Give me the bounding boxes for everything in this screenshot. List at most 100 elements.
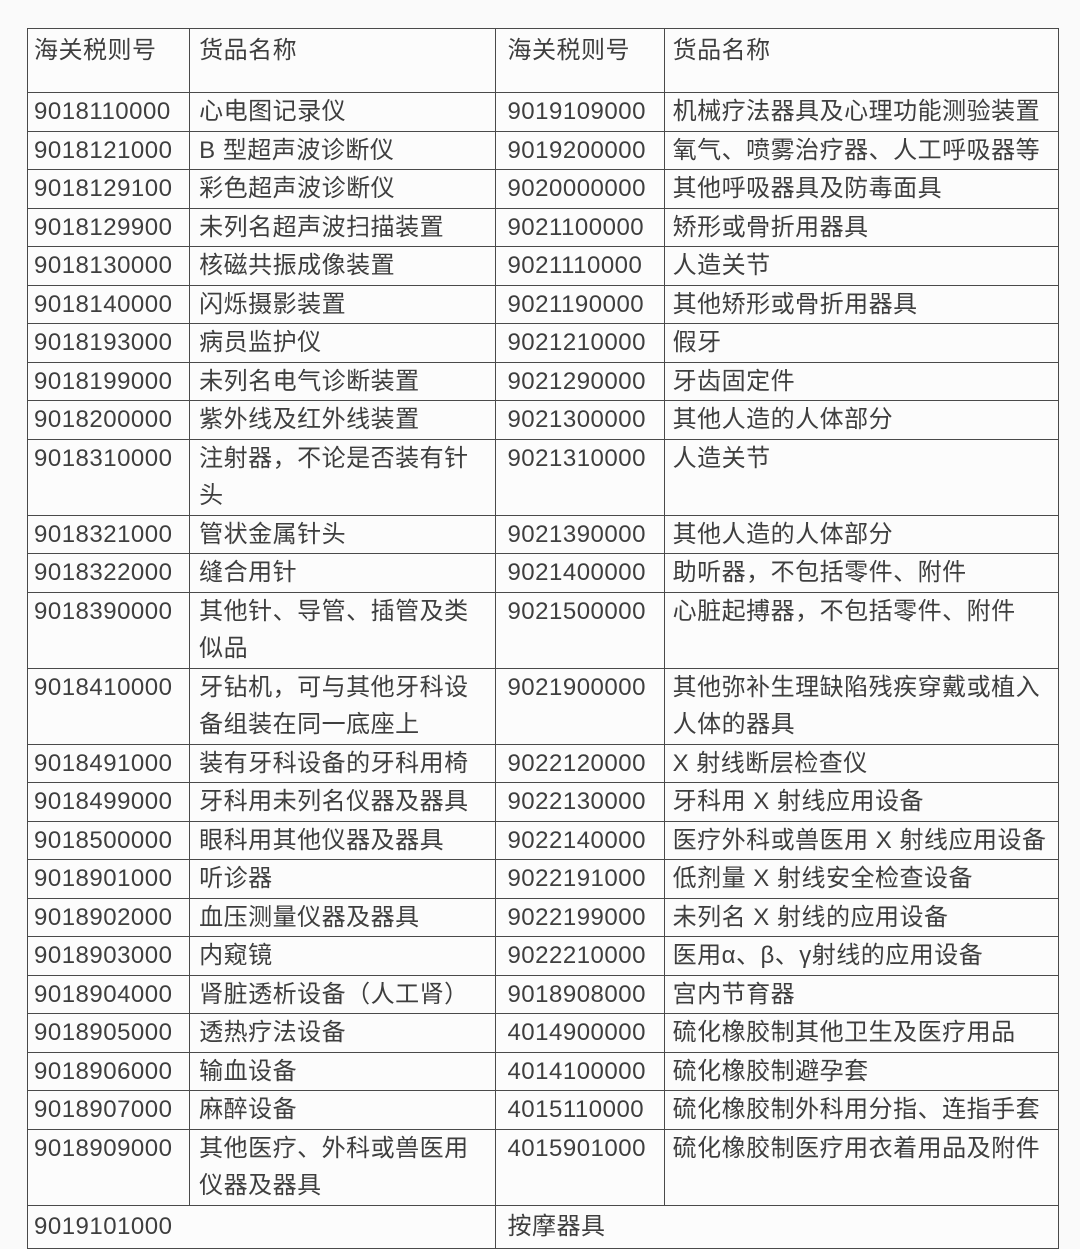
goods-name-cell: 硫化橡胶制医疗用衣着用品及附件: [663, 1128, 1060, 1206]
tariff-code-cell: 9018129100: [26, 169, 191, 209]
goods-name-cell: 注射器，不论是否装有针头: [189, 438, 497, 516]
table-row: 9018310000 注射器，不论是否装有针头 9021310000 人造关节: [26, 438, 1060, 516]
goods-name-cell: 硫化橡胶制避孕套: [663, 1051, 1060, 1091]
table-row: 9018110000 心电图记录仪 9019109000 机械疗法器具及心理功能…: [26, 92, 1060, 132]
goods-name-cell: 牙钻机，可与其他牙科设备组装在同一底座上: [189, 667, 497, 745]
tariff-code-cell: 9019101000: [26, 1204, 497, 1249]
tariff-code-cell: 9021210000: [495, 323, 665, 363]
column-header-goods-name-right: 货品名称: [663, 28, 1060, 93]
goods-name-cell: 未列名超声波扫描装置: [189, 207, 497, 247]
tariff-code-cell: 9018902000: [26, 897, 191, 937]
column-header-tariff-code-right: 海关税则号: [495, 28, 665, 93]
goods-name-cell: 内窥镜: [189, 936, 497, 976]
tariff-code-cell: 9022199000: [495, 897, 665, 937]
goods-name-cell: 未列名 X 射线的应用设备: [663, 897, 1060, 937]
goods-name-cell: 其他弥补生理缺陷残疾穿戴或植入人体的器具: [663, 667, 1060, 745]
goods-name-cell: 核磁共振成像装置: [189, 246, 497, 286]
tariff-code-cell: 4014100000: [495, 1051, 665, 1091]
goods-name-cell: 其他矫形或骨折用器具: [663, 284, 1060, 324]
tariff-code-cell: 4015901000: [495, 1128, 665, 1206]
tariff-code-cell: 9021400000: [495, 553, 665, 593]
tariff-code-cell: 9018322000: [26, 553, 191, 593]
goods-name-cell: 听诊器: [189, 859, 497, 899]
table-row: 9018129100 彩色超声波诊断仪 9020000000 其他呼吸器具及防毒…: [26, 169, 1060, 209]
table-row: 9018902000 血压测量仪器及器具 9022199000 未列名 X 射线…: [26, 897, 1060, 937]
table-row: 9018140000 闪烁摄影装置 9021190000 其他矫形或骨折用器具: [26, 284, 1060, 324]
tariff-code-cell: 9022120000: [495, 743, 665, 783]
goods-name-cell: 其他呼吸器具及防毒面具: [663, 169, 1060, 209]
goods-name-cell: 管状金属针头: [189, 514, 497, 554]
goods-name-cell: 紫外线及红外线装置: [189, 400, 497, 440]
table-row: 9019101000 按摩器具: [26, 1204, 1059, 1249]
goods-name-cell: 人造关节: [663, 438, 1060, 516]
tariff-code-cell: 9018193000: [26, 323, 191, 363]
goods-name-cell: B 型超声波诊断仪: [189, 130, 497, 170]
tariff-table: 海关税则号 货品名称 海关税则号 货品名称 9018110000 心电图记录仪 …: [26, 28, 1060, 1249]
tariff-code-cell: 9018410000: [26, 667, 191, 745]
goods-name-cell: 硫化橡胶制其他卫生及医疗用品: [663, 1013, 1060, 1053]
table-row: 9018130000 核磁共振成像装置 9021110000 人造关节: [26, 246, 1060, 286]
goods-name-cell: 未列名电气诊断装置: [189, 361, 497, 401]
goods-name-cell: 低剂量 X 射线安全检查设备: [663, 859, 1060, 899]
goods-name-cell: 闪烁摄影装置: [189, 284, 497, 324]
tariff-code-cell: 9021290000: [495, 361, 665, 401]
table-footer: 9019101000 按摩器具: [26, 1204, 1059, 1249]
table-row: 9018904000 肾脏透析设备（人工肾） 9018908000 宫内节育器: [26, 974, 1060, 1014]
tariff-code-cell: 9018110000: [26, 92, 191, 132]
tariff-code-cell: 9021900000: [495, 667, 665, 745]
tariff-code-cell: 9018199000: [26, 361, 191, 401]
goods-name-cell: 心脏起搏器，不包括零件、附件: [663, 591, 1060, 669]
goods-name-cell: 按摩器具: [495, 1204, 1059, 1249]
table-row: 9018903000 内窥镜 9022210000 医用α、β、γ射线的应用设备: [26, 936, 1060, 976]
goods-name-cell: 血压测量仪器及器具: [189, 897, 497, 937]
goods-name-cell: 眼科用其他仪器及器具: [189, 820, 497, 860]
tariff-code-cell: 9018906000: [26, 1051, 191, 1091]
tariff-code-cell: 9021500000: [495, 591, 665, 669]
tariff-code-cell: 9018310000: [26, 438, 191, 516]
table-body: 9018110000 心电图记录仪 9019109000 机械疗法器具及心理功能…: [26, 92, 1060, 1206]
tariff-code-cell: 9021310000: [495, 438, 665, 516]
goods-name-cell: 麻醉设备: [189, 1090, 497, 1130]
tariff-code-cell: 9019109000: [495, 92, 665, 132]
goods-name-cell: 假牙: [663, 323, 1060, 363]
goods-name-cell: 人造关节: [663, 246, 1060, 286]
table-row: 9018909000 其他医疗、外科或兽医用仪器及器具 4015901000 硫…: [26, 1128, 1060, 1206]
tariff-code-cell: 9018904000: [26, 974, 191, 1014]
table-row: 9018200000 紫外线及红外线装置 9021300000 其他人造的人体部…: [26, 400, 1060, 440]
tariff-code-cell: 9018907000: [26, 1090, 191, 1130]
goods-name-cell: 机械疗法器具及心理功能测验装置: [663, 92, 1060, 132]
tariff-code-cell: 4014900000: [495, 1013, 665, 1053]
tariff-code-cell: 9021190000: [495, 284, 665, 324]
table-row: 9018907000 麻醉设备 4015110000 硫化橡胶制外科用分指、连指…: [26, 1090, 1060, 1130]
tariff-code-cell: 9022191000: [495, 859, 665, 899]
table-row: 9018906000 输血设备 4014100000 硫化橡胶制避孕套: [26, 1051, 1060, 1091]
goods-name-cell: 医用α、β、γ射线的应用设备: [663, 936, 1060, 976]
goods-name-cell: 其他人造的人体部分: [663, 514, 1060, 554]
tariff-code-cell: 9018200000: [26, 400, 191, 440]
goods-name-cell: 医疗外科或兽医用 X 射线应用设备: [663, 820, 1060, 860]
tariff-code-cell: 9018500000: [26, 820, 191, 860]
tariff-code-cell: 9018491000: [26, 743, 191, 783]
goods-name-cell: 输血设备: [189, 1051, 497, 1091]
goods-name-cell: 心电图记录仪: [189, 92, 497, 132]
goods-name-cell: 助听器，不包括零件、附件: [663, 553, 1060, 593]
table-row: 9018499000 牙科用未列名仪器及器具 9022130000 牙科用 X …: [26, 782, 1060, 822]
header-row: 海关税则号 货品名称 海关税则号 货品名称: [26, 28, 1060, 93]
tariff-code-cell: 9021300000: [495, 400, 665, 440]
table-row: 9018193000 病员监护仪 9021210000 假牙: [26, 323, 1060, 363]
tariff-code-cell: 9020000000: [495, 169, 665, 209]
goods-name-cell: 牙齿固定件: [663, 361, 1060, 401]
tariff-code-cell: 9018908000: [495, 974, 665, 1014]
tariff-code-cell: 9018140000: [26, 284, 191, 324]
tariff-code-cell: 9018321000: [26, 514, 191, 554]
tariff-code-cell: 9018129900: [26, 207, 191, 247]
table-row: 9018199000 未列名电气诊断装置 9021290000 牙齿固定件: [26, 361, 1060, 401]
goods-name-cell: 其他医疗、外科或兽医用仪器及器具: [189, 1128, 497, 1206]
goods-name-cell: 硫化橡胶制外科用分指、连指手套: [663, 1090, 1060, 1130]
column-header-goods-name-left: 货品名称: [189, 28, 497, 93]
goods-name-cell: 缝合用针: [189, 553, 497, 593]
tariff-code-cell: 9022140000: [495, 820, 665, 860]
goods-name-cell: 透热疗法设备: [189, 1013, 497, 1053]
table-row: 9018322000 缝合用针 9021400000 助听器，不包括零件、附件: [26, 553, 1060, 593]
